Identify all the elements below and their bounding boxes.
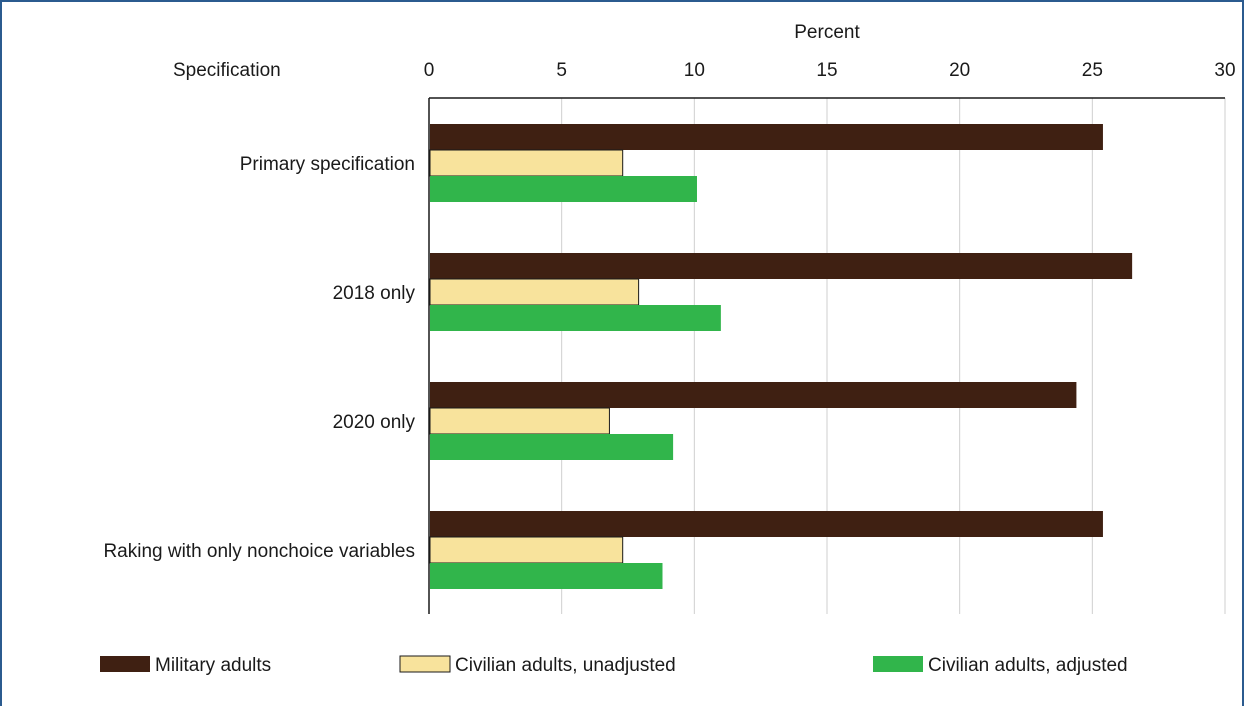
- tick-label: 20: [949, 60, 970, 81]
- bar-civilian-adjusted: [430, 176, 697, 202]
- category-label: 2018 only: [333, 283, 416, 304]
- legend-swatch-civilian-adjusted: [873, 656, 923, 672]
- legend-label-civilian-adjusted: Civilian adults, adjusted: [928, 655, 1128, 676]
- tick-label: 25: [1082, 60, 1103, 81]
- legend-label-military: Military adults: [155, 655, 271, 676]
- bar-civilian-unadjusted: [429, 536, 624, 564]
- axes: [428, 97, 1225, 614]
- bar-civilian-unadjusted: [429, 278, 640, 306]
- bar-military: [430, 253, 1133, 279]
- tick-label: 10: [684, 60, 705, 81]
- category-label: 2020 only: [333, 412, 416, 433]
- tick-label: 15: [816, 60, 837, 81]
- tick-label: 30: [1214, 60, 1235, 81]
- category-label: Raking with only nonchoice variables: [103, 541, 415, 562]
- bar-military: [430, 382, 1077, 408]
- tick-label: 0: [424, 60, 435, 81]
- category-axis-title: Specification: [173, 60, 281, 81]
- category-label: Primary specification: [240, 154, 415, 175]
- tick-label: 5: [556, 60, 567, 81]
- bar-civilian-adjusted: [430, 305, 721, 331]
- bar-civilian-unadjusted: [429, 407, 610, 435]
- bar-civilian-adjusted: [430, 434, 674, 460]
- value-axis-ticks: 0 5 10 15 20 25 30: [424, 60, 1236, 81]
- value-axis-title: Percent: [794, 22, 860, 43]
- bar-civilian-adjusted: [430, 563, 663, 589]
- category-labels: Primary specification 2018 only 2020 only R…: [103, 154, 415, 562]
- bar-civilian-unadjusted: [429, 149, 624, 177]
- bar-military: [430, 511, 1103, 537]
- legend-swatch-military: [100, 656, 150, 672]
- bars: [429, 124, 1133, 589]
- legend-swatch-civilian-unadjusted: [399, 655, 451, 673]
- legend-label-civilian-unadjusted: Civilian adults, unadjusted: [455, 655, 676, 676]
- legend: Military adults Civilian adults, unadjus…: [100, 655, 1128, 676]
- bar-military: [430, 124, 1103, 150]
